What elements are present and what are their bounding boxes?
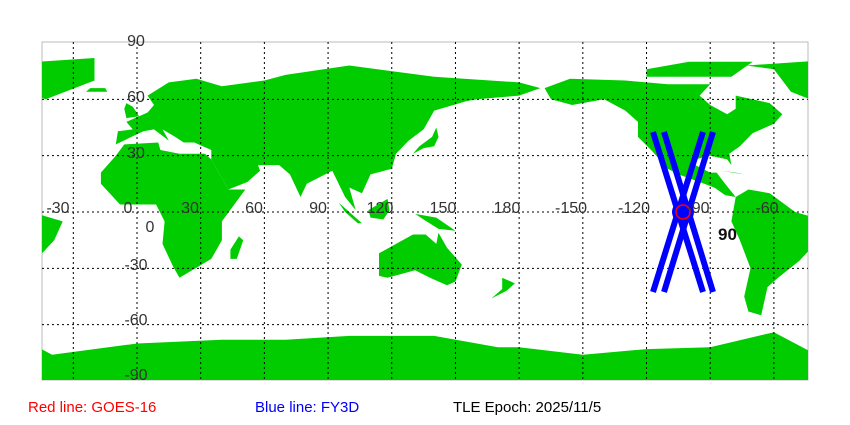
lon-label: 120	[367, 200, 394, 217]
lat-label: 90	[127, 33, 145, 50]
graticule	[42, 42, 808, 380]
lon-label: -120	[618, 200, 650, 217]
lat-label: -60	[124, 312, 147, 329]
lat-label: 0	[146, 219, 155, 236]
landmass-namerica	[0, 79, 18, 197]
landmass-greenland	[746, 61, 808, 99]
fy3d-position-marker	[672, 201, 694, 223]
legend-goes16: Red line: GOES-16	[28, 399, 157, 416]
land-masses	[0, 58, 808, 380]
lon-label: 150	[430, 200, 457, 217]
lat-label: -30	[124, 257, 147, 274]
grid-labels: 90 60 30 0 -30 -60 -90 -30 0 30 60 90 120 150 180 -150 -…	[46, 33, 778, 384]
landmass-samerica	[731, 189, 808, 316]
landmass-newguinea	[415, 213, 456, 231]
lon-label: -30	[46, 200, 69, 217]
landmass-sumatra	[338, 202, 362, 224]
landmass-antarctica	[519, 332, 808, 380]
landmass-iceland	[86, 88, 108, 92]
landmass-cuba	[720, 170, 745, 175]
lon-label: -90	[686, 200, 709, 217]
lat-label: 60	[127, 89, 145, 106]
lon-label: -60	[755, 200, 778, 217]
legend-tle-epoch: TLE Epoch: 2025/11/5	[453, 399, 602, 416]
lat-label: 30	[127, 145, 145, 162]
landmass-newzealand	[491, 277, 515, 299]
landmass-britain	[124, 103, 140, 119]
landmass-australia	[379, 232, 462, 286]
lon-label: 60	[245, 200, 263, 217]
landmass-greenland	[42, 58, 95, 100]
landmass-africa	[100, 142, 246, 278]
lon-label: 180	[494, 200, 521, 217]
lon-label: -150	[555, 200, 587, 217]
landmass-japan	[413, 127, 439, 154]
landmass-arctic_islands	[646, 61, 753, 77]
lon-label: 30	[181, 200, 199, 217]
goes16-position-marker	[675, 204, 691, 220]
satellite-label: 90	[718, 225, 737, 244]
legend-fy3d: Blue line: FY3D	[255, 399, 360, 416]
landmass-borneo	[368, 198, 390, 220]
lon-label: 90	[309, 200, 327, 217]
lon-label: 0	[124, 200, 133, 217]
lat-label: -90	[124, 367, 147, 384]
landmass-antarctica	[42, 335, 520, 380]
landmass-madagascar	[230, 236, 244, 259]
landmass-samerica	[42, 215, 63, 254]
